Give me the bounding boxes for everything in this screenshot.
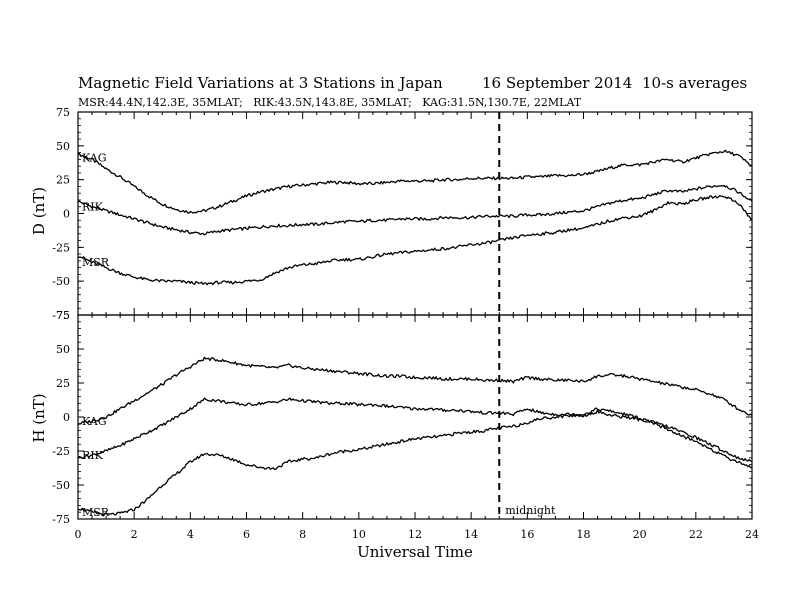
x-tick-label: 14 bbox=[464, 528, 478, 541]
bottom-ylabel: H (nT) bbox=[30, 393, 48, 442]
series-line-rik bbox=[77, 184, 753, 236]
panel-frame bbox=[77, 314, 753, 520]
y-tick-label: 25 bbox=[56, 377, 70, 390]
y-tick-label: -75 bbox=[52, 309, 70, 322]
y-tick-label: -75 bbox=[52, 513, 70, 526]
x-tick-label: 18 bbox=[577, 528, 591, 541]
series-line-msr bbox=[77, 194, 753, 286]
top-ylabel: D (nT) bbox=[30, 187, 48, 235]
chart-averaging: 10-s averages bbox=[642, 74, 747, 92]
series-label-rik: RIK bbox=[82, 201, 104, 214]
x-axis-label: Universal Time bbox=[357, 543, 473, 561]
series-label-msr: MSR bbox=[82, 506, 110, 519]
y-tick-label: 75 bbox=[56, 106, 70, 119]
series-line-msr bbox=[77, 409, 753, 517]
y-tick-label: 75 bbox=[56, 309, 70, 322]
x-tick-label: 6 bbox=[243, 528, 250, 541]
x-tick-label: 20 bbox=[633, 528, 647, 541]
d-component-panel: 75 50 25 0 -25 -50 -75 KAG RIK MSR bbox=[52, 106, 753, 322]
x-tick-label: 22 bbox=[689, 528, 703, 541]
x-tick-label: 0 bbox=[75, 528, 82, 541]
x-tick-label: 12 bbox=[408, 528, 422, 541]
series-line-kag bbox=[77, 149, 753, 214]
x-tick-label: 10 bbox=[352, 528, 366, 541]
series-label-kag: KAG bbox=[82, 151, 107, 164]
y-tick-label: 0 bbox=[63, 208, 70, 221]
x-tick-label: 8 bbox=[299, 528, 306, 541]
midnight-label: midnight bbox=[505, 504, 556, 517]
panel-frame bbox=[77, 111, 753, 316]
series-label-msr: MSR bbox=[82, 256, 110, 269]
x-tick-label: 24 bbox=[745, 528, 759, 541]
chart-title: Magnetic Field Variations at 3 Stations … bbox=[78, 74, 443, 92]
series-label-rik: RIK bbox=[82, 449, 104, 462]
x-tick-label: 4 bbox=[187, 528, 194, 541]
station-info: MSR:44.4N,142.3E, 35MLAT; RIK:43.5N,143.… bbox=[78, 96, 582, 109]
x-tick-label: 16 bbox=[520, 528, 534, 541]
y-tick-label: 50 bbox=[56, 140, 70, 153]
series-line-rik bbox=[77, 397, 753, 463]
series-line-kag bbox=[77, 356, 753, 426]
y-tick-label: -50 bbox=[52, 275, 70, 288]
y-tick-label: -25 bbox=[52, 445, 70, 458]
chart-date: 16 September 2014 bbox=[482, 74, 632, 92]
y-tick-label: 25 bbox=[56, 174, 70, 187]
y-tick-label: 0 bbox=[63, 411, 70, 424]
x-tick-label: 2 bbox=[131, 528, 138, 541]
y-tick-label: 50 bbox=[56, 343, 70, 356]
series-label-kag: KAG bbox=[82, 415, 107, 428]
y-tick-label: -50 bbox=[52, 479, 70, 492]
y-tick-label: -25 bbox=[52, 241, 70, 254]
